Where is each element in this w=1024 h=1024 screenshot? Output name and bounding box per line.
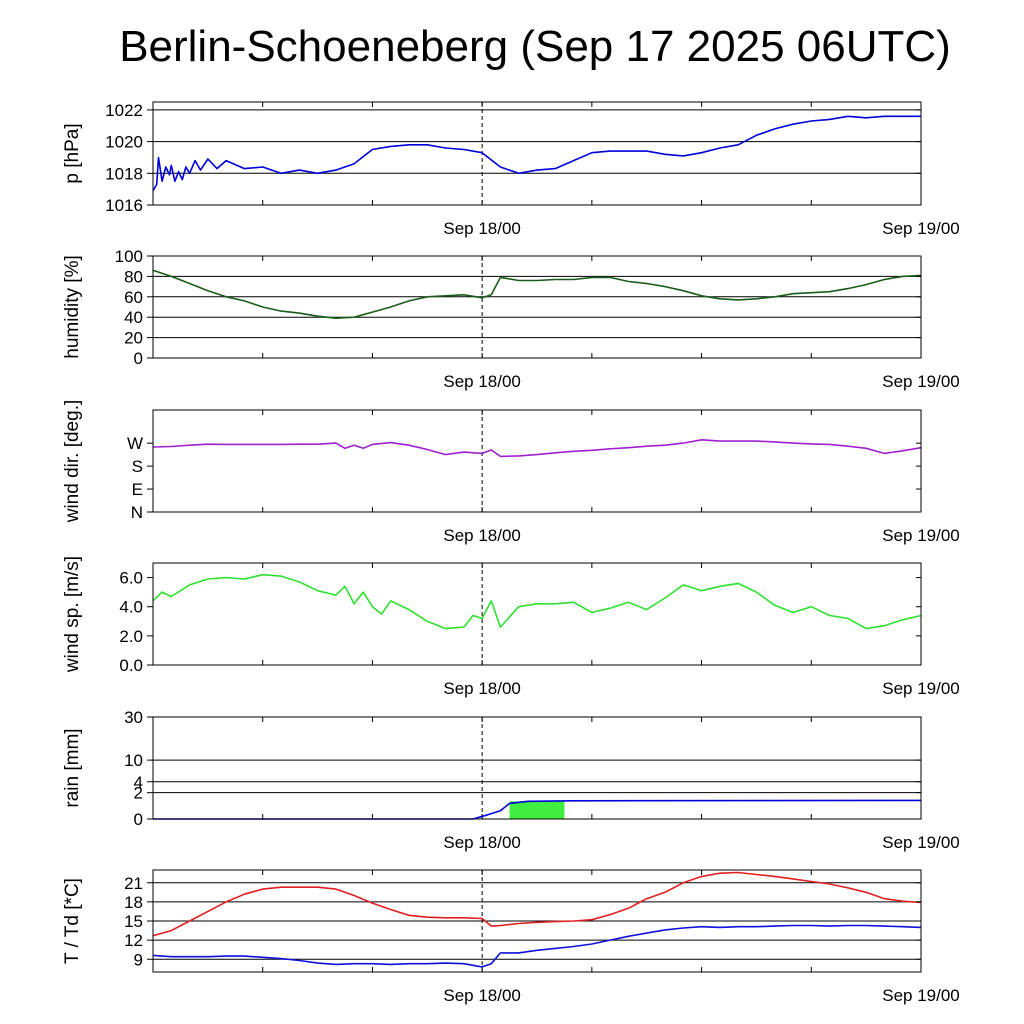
- y-tick-label: 20: [124, 329, 143, 348]
- x-tick-label: Sep 19/00: [882, 986, 960, 1005]
- y-tick-label: 1016: [105, 196, 143, 215]
- y-tick-label: 10: [124, 751, 143, 770]
- y-tick-label: N: [131, 503, 143, 522]
- y-tick-label: 4: [134, 773, 143, 792]
- y-tick-label: 2: [134, 784, 143, 803]
- plot-frame: [152, 101, 922, 206]
- plot-frame: [152, 716, 922, 820]
- y-tick-label: 100: [115, 247, 143, 266]
- x-tick-label: Sep 18/00: [443, 986, 521, 1005]
- wind-speed-panel: 0.0 2.0 4.0 6.0 wind sp. [m/s] Sep 18/00 Sep 1…: [62, 556, 960, 698]
- pressure-panel: 1016 1018 1020 1022 p [hPa] Sep 18/00 Sep 19/0…: [62, 101, 960, 238]
- y-tick-label: 6.0: [119, 569, 143, 588]
- temperature-axis-label: T / Td [*C]: [62, 878, 83, 964]
- y-tick-label: 15: [124, 912, 143, 931]
- y-tick-label: 30: [124, 708, 143, 727]
- humidity-series-0: [152, 269, 922, 320]
- y-tick-label: 21: [124, 874, 143, 893]
- rain-panel: 0 24 10 30 rain [mm] Sep 18/00 Sep 19/00: [62, 708, 960, 852]
- y-tick-label: 2.0: [119, 627, 143, 646]
- chart-title: Berlin-Schoeneberg (Sep 17 2025 06UTC): [119, 22, 951, 71]
- y-tick-label: W: [127, 434, 143, 453]
- x-tick-label: Sep 18/00: [443, 372, 521, 391]
- pressure-axis-label: p [hPa]: [62, 123, 83, 183]
- y-tick-label: 60: [124, 288, 143, 307]
- x-tick-label: Sep 19/00: [882, 219, 960, 238]
- y-tick-label: S: [132, 457, 143, 476]
- plot-frame: [152, 255, 922, 359]
- rain-axis-label: rain [mm]: [62, 728, 83, 807]
- rain-bar: [509, 801, 565, 819]
- x-tick-label: Sep 19/00: [882, 679, 960, 698]
- y-tick-label: 1022: [105, 101, 143, 120]
- y-tick-label: 80: [124, 267, 143, 286]
- x-tick-label: Sep 18/00: [443, 526, 521, 545]
- y-tick-label: E: [132, 480, 143, 499]
- x-tick-label: Sep 19/00: [882, 526, 960, 545]
- y-tick-label: 12: [124, 931, 143, 950]
- y-tick-label: 18: [124, 893, 143, 912]
- rain-series-0: [153, 799, 922, 820]
- plot-frame: [152, 562, 922, 666]
- y-tick-label: 4.0: [119, 598, 143, 617]
- y-tick-label: 9: [134, 950, 143, 969]
- x-tick-label: Sep 18/00: [443, 833, 521, 852]
- y-tick-label: 0.0: [119, 656, 143, 675]
- x-tick-label: Sep 18/00: [443, 219, 521, 238]
- pressure-series-0: [152, 115, 921, 192]
- plot-frame: [152, 409, 922, 513]
- y-tick-label: 1020: [105, 133, 143, 152]
- wind-speed-series-0: [152, 573, 922, 630]
- y-tick-label: 0: [134, 810, 143, 829]
- y-tick-label: 40: [124, 308, 143, 327]
- temperature-series-Td: [152, 924, 922, 968]
- humidity-axis-label: humidity [%]: [62, 255, 83, 358]
- x-tick-label: Sep 19/00: [882, 833, 960, 852]
- x-tick-label: Sep 18/00: [443, 679, 521, 698]
- temperature-series-T: [152, 871, 922, 937]
- wind-direction-axis-label: wind dir. [deg.]: [62, 400, 83, 524]
- x-tick-label: Sep 19/00: [882, 372, 960, 391]
- wind-direction-series-0: [152, 438, 922, 458]
- y-tick-label: 0: [134, 349, 143, 368]
- y-tick-label: 1018: [105, 164, 143, 183]
- wind-speed-axis-label: wind sp. [m/s]: [62, 556, 83, 673]
